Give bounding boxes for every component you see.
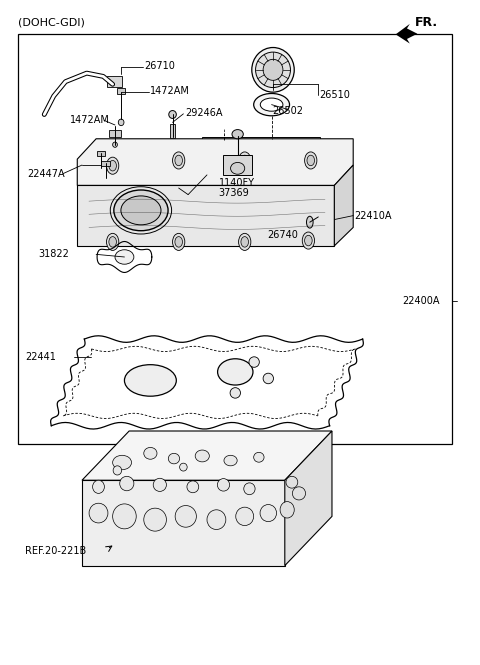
Ellipse shape: [113, 504, 136, 529]
Circle shape: [109, 237, 117, 247]
Ellipse shape: [307, 216, 313, 228]
Text: 22400A: 22400A: [403, 296, 440, 306]
Circle shape: [307, 155, 314, 166]
Text: FR.: FR.: [415, 16, 438, 29]
Ellipse shape: [93, 480, 104, 493]
Ellipse shape: [252, 47, 294, 92]
Text: 22441: 22441: [25, 352, 56, 362]
Ellipse shape: [230, 388, 240, 398]
Bar: [117, 88, 125, 94]
Ellipse shape: [115, 250, 134, 264]
Text: 26510: 26510: [319, 90, 350, 100]
Ellipse shape: [224, 456, 237, 465]
Polygon shape: [82, 431, 332, 480]
Circle shape: [107, 157, 119, 174]
Circle shape: [241, 155, 249, 166]
Ellipse shape: [249, 357, 259, 367]
Polygon shape: [396, 24, 417, 44]
Circle shape: [172, 233, 185, 251]
Circle shape: [172, 152, 185, 169]
Ellipse shape: [230, 162, 245, 174]
Ellipse shape: [121, 196, 161, 225]
Ellipse shape: [169, 110, 176, 118]
Text: REF.20-221B: REF.20-221B: [25, 545, 87, 555]
Ellipse shape: [175, 505, 196, 527]
Ellipse shape: [144, 448, 157, 460]
Text: 26710: 26710: [144, 61, 175, 71]
Text: 1472AM: 1472AM: [70, 115, 110, 125]
Ellipse shape: [124, 364, 176, 396]
Ellipse shape: [253, 94, 289, 116]
Ellipse shape: [89, 503, 108, 523]
Ellipse shape: [195, 450, 209, 462]
Polygon shape: [77, 186, 335, 246]
Text: (DOHC-GDI): (DOHC-GDI): [18, 17, 85, 27]
Ellipse shape: [113, 456, 132, 469]
Ellipse shape: [263, 373, 274, 384]
Bar: [202, 137, 320, 202]
Text: 31822: 31822: [38, 249, 69, 259]
Ellipse shape: [120, 476, 134, 491]
Ellipse shape: [118, 119, 124, 126]
Ellipse shape: [232, 130, 243, 139]
Polygon shape: [335, 165, 353, 246]
Circle shape: [175, 155, 182, 166]
Ellipse shape: [114, 190, 168, 231]
Text: 1472AM: 1472AM: [150, 86, 190, 96]
Bar: [107, 76, 122, 87]
Text: 1140FY: 1140FY: [219, 178, 255, 188]
Ellipse shape: [253, 452, 264, 462]
Bar: [224, 155, 252, 175]
Ellipse shape: [113, 142, 118, 148]
Bar: [101, 161, 110, 166]
Text: 22410A: 22410A: [354, 211, 392, 221]
Polygon shape: [82, 480, 285, 566]
Ellipse shape: [187, 481, 199, 493]
Ellipse shape: [292, 487, 306, 500]
Bar: [170, 124, 175, 138]
Bar: [18, 34, 452, 444]
Ellipse shape: [244, 483, 255, 495]
Ellipse shape: [113, 465, 121, 475]
Ellipse shape: [153, 478, 167, 491]
Circle shape: [109, 160, 117, 171]
Bar: [96, 151, 105, 156]
Text: 37369: 37369: [219, 188, 250, 198]
Circle shape: [175, 237, 182, 247]
Text: 29246A: 29246A: [185, 108, 222, 118]
Text: 22447A: 22447A: [27, 169, 64, 179]
Ellipse shape: [260, 98, 283, 111]
Ellipse shape: [263, 59, 283, 80]
Ellipse shape: [260, 505, 276, 521]
Ellipse shape: [286, 476, 298, 488]
Ellipse shape: [217, 479, 229, 491]
Ellipse shape: [255, 52, 290, 88]
Circle shape: [239, 152, 251, 169]
Polygon shape: [77, 139, 353, 186]
Circle shape: [305, 152, 317, 169]
Ellipse shape: [280, 501, 294, 518]
Ellipse shape: [217, 358, 253, 385]
Circle shape: [305, 235, 312, 246]
Ellipse shape: [180, 464, 187, 471]
Circle shape: [302, 232, 314, 249]
Ellipse shape: [168, 454, 180, 464]
Ellipse shape: [207, 510, 226, 529]
Circle shape: [241, 237, 249, 247]
Polygon shape: [285, 431, 332, 566]
Circle shape: [239, 233, 251, 251]
Circle shape: [107, 233, 119, 251]
Text: 26502: 26502: [272, 106, 303, 116]
Bar: [109, 130, 120, 137]
Text: 26740: 26740: [267, 230, 298, 240]
Ellipse shape: [236, 507, 253, 525]
Ellipse shape: [144, 508, 167, 531]
